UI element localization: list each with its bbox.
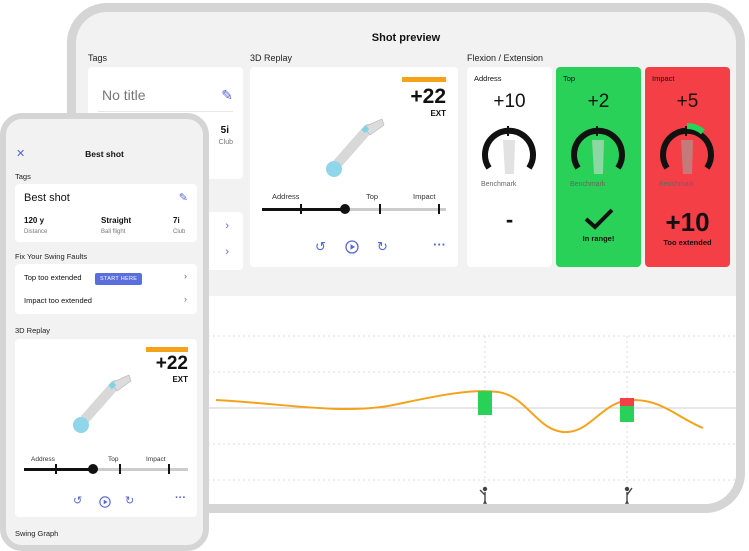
arm-model[interactable] [320, 113, 390, 183]
ext-label: EXT [430, 109, 446, 118]
stat-label-ball-flight: Ball flight [101, 229, 126, 235]
swing-graph-section-label: Swing Graph [15, 529, 59, 538]
stat-value-ball-flight: Straight [101, 216, 132, 225]
ext-indicator [402, 77, 446, 82]
slider-tick [379, 204, 381, 214]
benchmark-label: Benchmark [659, 181, 695, 188]
ext-value: +22 [410, 85, 446, 108]
close-icon[interactable]: ✕ [16, 148, 26, 160]
slider-tick [300, 204, 302, 214]
slider-label-address: Address [272, 192, 300, 201]
phone-frame: ✕ Best shot Tags Best shot ✎ 120 y Dista… [0, 113, 209, 551]
tags-card: Best shot ✎ 120 y Distance Straight Ball… [15, 184, 197, 242]
ext-value: +22 [155, 353, 188, 374]
flexion-card-address[interactable]: Address +10 Benchmark - [467, 67, 552, 267]
slider-knob[interactable] [340, 204, 350, 214]
fault-row-top[interactable]: Top too extended START HERE › [15, 264, 197, 289]
play-icon[interactable] [345, 240, 359, 254]
stat-value-distance: 120 y [24, 216, 45, 225]
slider-label-impact: Impact [413, 192, 436, 201]
golfer-icon [479, 486, 488, 504]
result-label: In range! [582, 234, 615, 243]
golfer-icon [624, 486, 633, 504]
stat-label-club: Club [173, 229, 186, 235]
timeline-progress [262, 208, 345, 211]
arm-model[interactable] [67, 369, 137, 439]
card-value: +10 [493, 91, 526, 112]
card-name: Address [474, 74, 502, 83]
replay-card: +22 EXT Address Top Impact ↺ ↻ ··· [15, 339, 197, 517]
play-icon[interactable] [99, 496, 111, 508]
tags-title: No title [102, 87, 146, 103]
replay-card: +22 EXT Address Top Impact ↺ ↻ ··· [250, 67, 458, 267]
replay-section-label: 3D Replay [15, 326, 51, 335]
stat-label-distance: Distance [24, 229, 48, 235]
rewind-icon[interactable]: ↺ [315, 239, 326, 254]
timeline-slider[interactable] [24, 468, 188, 471]
replay-section-label: 3D Replay [250, 53, 293, 63]
gauge [660, 122, 714, 174]
tags-section-label: Tags [15, 172, 31, 181]
more-icon[interactable]: ··· [433, 237, 446, 252]
chevron-right-icon[interactable]: › [225, 220, 229, 232]
flexion-section-label: Flexion / Extension [467, 53, 544, 63]
chevron-right-icon: › [184, 294, 187, 304]
slider-label-top: Top [108, 456, 119, 463]
stat-value-club: 7i [173, 216, 180, 225]
forward-icon[interactable]: ↻ [377, 239, 388, 254]
gauge [482, 126, 536, 174]
phone-title: Best shot [85, 149, 124, 159]
card-name: Impact [652, 74, 675, 83]
benchmark-label: Benchmark [570, 181, 606, 188]
fault-label: Impact too extended [24, 296, 92, 305]
result-value: +10 [665, 207, 710, 237]
rewind-icon[interactable]: ↺ [73, 495, 83, 507]
ext-label: EXT [172, 375, 188, 384]
slider-label-top: Top [366, 192, 379, 201]
timeline-progress [24, 468, 93, 471]
card-value: +5 [676, 91, 699, 112]
slider-tick [119, 464, 121, 474]
slider-knob[interactable] [88, 464, 98, 474]
gauge [571, 126, 625, 174]
slider-tick [55, 464, 57, 474]
chevron-right-icon[interactable]: › [225, 246, 229, 258]
fault-label: Top too extended [24, 273, 82, 282]
tags-name: Best shot [24, 192, 70, 204]
slider-tick [168, 464, 170, 474]
more-icon[interactable]: ··· [175, 492, 186, 504]
club-label: Club [218, 139, 233, 146]
faults-card: Top too extended START HERE › Impact too… [15, 264, 197, 314]
faults-section-label: Fix Your Swing Faults [15, 252, 88, 261]
slider-label-address: Address [31, 456, 55, 463]
fault-row-impact[interactable]: Impact too extended › [15, 289, 197, 314]
benchmark-label: Benchmark [481, 181, 517, 188]
edit-icon[interactable]: ✎ [221, 87, 233, 103]
slider-tick [438, 204, 440, 214]
slider-label-impact: Impact [146, 456, 166, 463]
divider [98, 111, 233, 112]
card-value: +2 [587, 91, 610, 112]
timeline-slider[interactable] [262, 208, 446, 211]
result-label: Too extended [663, 238, 712, 247]
flexion-card-top[interactable]: Top +2 Benchmark In range! [556, 67, 641, 267]
forward-icon[interactable]: ↻ [125, 495, 135, 507]
chevron-right-icon: › [184, 271, 187, 281]
club-value: 5i [220, 125, 229, 136]
tags-section-label: Tags [88, 53, 108, 63]
card-name: Top [563, 74, 576, 83]
result-value: - [505, 207, 514, 232]
edit-icon[interactable]: ✎ [178, 192, 188, 204]
ext-indicator [146, 347, 188, 352]
page-title: Shot preview [371, 32, 441, 44]
flexion-card-impact[interactable]: Impact +5 Benchmark +10 Too extended [645, 67, 730, 267]
start-here-button[interactable]: START HERE [95, 273, 143, 285]
checkmark-icon [584, 208, 614, 230]
